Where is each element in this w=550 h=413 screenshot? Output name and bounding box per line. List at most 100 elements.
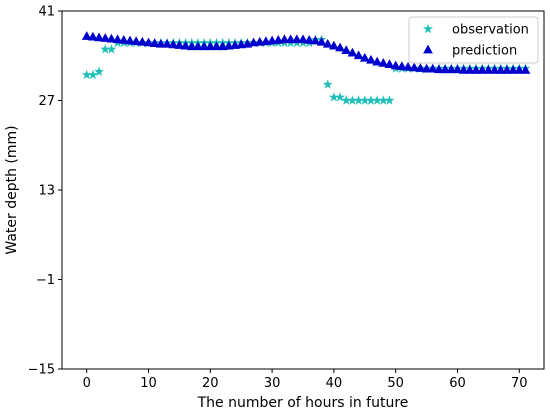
observation-point xyxy=(106,44,117,54)
prediction-point xyxy=(366,54,376,64)
prediction-point xyxy=(180,40,191,50)
prediction-point xyxy=(372,56,383,66)
x-tick-label: 30 xyxy=(264,376,281,391)
observation-point xyxy=(372,95,383,105)
prediction-point xyxy=(495,65,506,74)
observation-point xyxy=(353,95,364,105)
x-tick-label: 10 xyxy=(140,376,157,391)
prediction-point xyxy=(335,42,345,52)
prediction-point xyxy=(471,65,481,74)
prediction-point xyxy=(156,38,166,48)
prediction-point xyxy=(403,61,413,71)
legend: observation prediction xyxy=(408,16,539,64)
prediction-point xyxy=(322,38,333,48)
prediction-point xyxy=(415,63,426,72)
prediction-point xyxy=(421,63,432,73)
legend-label-prediction: prediction xyxy=(452,44,517,59)
plot-frame xyxy=(61,10,545,370)
prediction-point xyxy=(199,41,209,51)
prediction-point xyxy=(359,52,370,62)
observation-point xyxy=(328,92,339,102)
observation-point xyxy=(322,79,333,89)
prediction-point xyxy=(211,41,222,51)
x-axis-label: The number of hours in future xyxy=(197,395,409,411)
prediction-point xyxy=(143,37,154,47)
prediction-point xyxy=(489,65,500,74)
y-tick-label: 13 xyxy=(38,184,55,199)
prediction-point xyxy=(458,65,469,74)
prediction-point xyxy=(118,35,129,44)
prediction-point xyxy=(304,35,315,44)
prediction-point xyxy=(353,50,364,60)
legend-marker-observation xyxy=(423,23,433,34)
series-prediction xyxy=(81,31,531,74)
observation-point xyxy=(378,95,389,105)
prediction-point xyxy=(316,36,327,46)
prediction-point xyxy=(520,65,531,74)
prediction-point xyxy=(100,33,111,42)
prediction-point xyxy=(186,41,197,51)
prediction-point xyxy=(508,65,518,74)
observation-point xyxy=(384,95,395,105)
x-tick-label: 20 xyxy=(202,376,219,391)
x-tick-label: 60 xyxy=(449,376,466,391)
y-tick-label: 27 xyxy=(38,94,55,109)
plot-area xyxy=(61,10,545,370)
prediction-point xyxy=(427,63,438,73)
prediction-point xyxy=(112,34,123,44)
prediction-point xyxy=(279,34,290,44)
prediction-point xyxy=(384,59,395,69)
y-axis-label: Water depth (mm) xyxy=(4,125,20,254)
prediction-point xyxy=(477,65,488,74)
prediction-point xyxy=(285,34,296,44)
prediction-point xyxy=(440,64,450,74)
prediction-point xyxy=(397,61,407,70)
prediction-point xyxy=(193,41,203,51)
prediction-point xyxy=(434,64,444,74)
prediction-point xyxy=(310,35,321,45)
prediction-point xyxy=(94,32,104,42)
prediction-point xyxy=(162,38,172,48)
prediction-point xyxy=(168,39,179,49)
prediction-point xyxy=(88,31,98,41)
y-tick-label: 41 xyxy=(38,5,55,20)
prediction-point xyxy=(131,36,142,46)
x-tick-label: 70 xyxy=(511,376,528,391)
legend-box xyxy=(408,16,539,64)
x-tick-label: 0 xyxy=(83,376,91,391)
prediction-point xyxy=(149,38,160,47)
prediction-point xyxy=(125,35,135,45)
prediction-point xyxy=(483,65,494,74)
legend-marker xyxy=(423,44,433,54)
prediction-point xyxy=(390,60,401,70)
observation-point xyxy=(341,95,352,105)
prediction-point xyxy=(514,65,525,74)
legend-marker-prediction xyxy=(423,44,433,54)
x-tick-label: 50 xyxy=(387,376,404,391)
y-tick-label: −15 xyxy=(28,363,55,378)
prediction-point xyxy=(329,40,339,50)
prediction-point xyxy=(298,34,308,44)
observation-point xyxy=(94,66,105,76)
observation-point xyxy=(335,92,346,102)
prediction-point xyxy=(205,41,216,51)
prediction-point xyxy=(464,65,475,74)
prediction-point xyxy=(291,34,302,44)
observation-point xyxy=(87,69,98,80)
y-axis: −15 −1 13 27 41 xyxy=(28,5,62,378)
prediction-point xyxy=(137,36,148,46)
observation-point xyxy=(359,95,370,105)
prediction-point xyxy=(409,62,420,72)
legend-label-observation: observation xyxy=(452,23,529,38)
prediction-point xyxy=(341,45,352,54)
legend-marker xyxy=(423,23,433,34)
prediction-point xyxy=(378,58,389,67)
prediction-point xyxy=(502,65,512,74)
observation-point xyxy=(81,69,92,80)
prediction-point xyxy=(81,31,92,40)
prediction-point xyxy=(174,40,185,49)
y-tick-label: −1 xyxy=(36,273,55,288)
x-tick-label: 40 xyxy=(326,376,343,391)
prediction-point xyxy=(452,64,463,74)
